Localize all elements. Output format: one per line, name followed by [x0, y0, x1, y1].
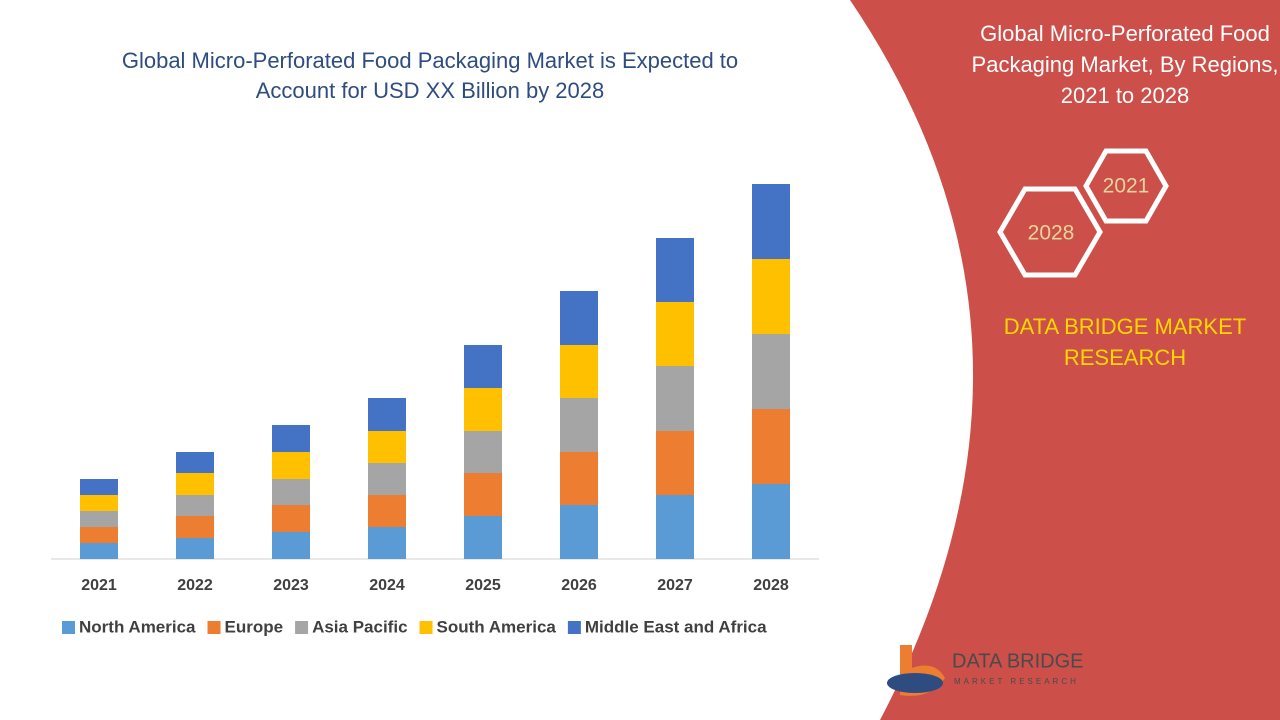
- bar-segment: [752, 484, 790, 559]
- bar-segment: [368, 463, 406, 495]
- bar-segment: [80, 479, 118, 495]
- x-tick-label: 2026: [561, 577, 597, 594]
- legend-swatch: [62, 621, 75, 634]
- x-tick-label: 2024: [369, 577, 405, 594]
- legend-label: Middle East and Africa: [585, 617, 767, 636]
- legend-label: North America: [79, 617, 196, 636]
- bar-segment: [272, 425, 310, 452]
- bar-segment: [368, 495, 406, 527]
- bar-segment: [272, 479, 310, 505]
- hexagon: [997, 186, 1103, 278]
- bar-segment: [656, 431, 694, 495]
- bar-segment: [368, 398, 406, 431]
- bar-segment: [176, 495, 214, 516]
- brand: DATA BRIDGE MARKET RESEARCH: [1003, 314, 1247, 370]
- logo-text: DATA BRIDGE: [952, 650, 1084, 672]
- hexagon-label: 2021: [1103, 175, 1150, 198]
- bar-segment: [176, 452, 214, 473]
- legend-label: Asia Pacific: [312, 617, 407, 636]
- bar-segment: [80, 527, 118, 543]
- bar-segment: [272, 505, 310, 532]
- bar-segment: [176, 516, 214, 538]
- x-tick-label: 2025: [465, 577, 501, 594]
- bar-segment: [464, 516, 502, 559]
- bar-segment: [272, 532, 310, 559]
- legend-swatch: [295, 621, 309, 634]
- legend-label: South America: [437, 617, 557, 636]
- bar-segment: [464, 345, 502, 388]
- x-tick-label: 2022: [177, 577, 213, 594]
- bar-segment: [752, 259, 790, 334]
- hexagon-label: 2028: [1028, 222, 1075, 245]
- x-tick-label: 2027: [657, 577, 693, 594]
- bar-segment: [80, 511, 118, 527]
- bar-segment: [560, 345, 598, 398]
- bar-segment: [80, 543, 118, 559]
- bar-segment: [752, 184, 790, 259]
- bar-segment: [656, 302, 694, 366]
- bar-segment: [368, 527, 406, 559]
- bar-segment: [560, 291, 598, 345]
- legend-swatch: [567, 621, 581, 634]
- bar-segment: [464, 388, 502, 431]
- bar-segment: [656, 495, 694, 559]
- bar-segment: [656, 366, 694, 431]
- bar-segment: [560, 452, 598, 505]
- bar-segment: [560, 398, 598, 452]
- bar-segment: [464, 431, 502, 473]
- bar-segment: [752, 334, 790, 409]
- logo-mark: [887, 673, 943, 693]
- bar-segment: [464, 473, 502, 516]
- bar-segment: [176, 538, 214, 559]
- bar-segment: [560, 505, 598, 559]
- logo-subtext: MARKET RESEARCH: [954, 677, 1079, 686]
- bar-segment: [368, 431, 406, 463]
- x-tick-label: 2023: [273, 577, 309, 594]
- bar-segment: [176, 473, 214, 495]
- x-tick-label: 2028: [753, 577, 789, 594]
- chart-title: Global Micro-Perforated Food Packaging M…: [121, 48, 739, 103]
- bar-segment: [656, 238, 694, 302]
- bar-segment: [80, 495, 118, 511]
- x-tick-label: 2021: [81, 577, 117, 594]
- legend-swatch: [419, 621, 433, 634]
- panel-title: Global Micro-Perforated Food Packaging M…: [971, 21, 1279, 108]
- bar-segment: [752, 409, 790, 484]
- legend-label: Europe: [225, 617, 284, 636]
- bar-segment: [272, 452, 310, 479]
- legend-swatch: [207, 621, 221, 634]
- hexagon: [1083, 148, 1169, 224]
- side-panel-bg: [850, 0, 1280, 720]
